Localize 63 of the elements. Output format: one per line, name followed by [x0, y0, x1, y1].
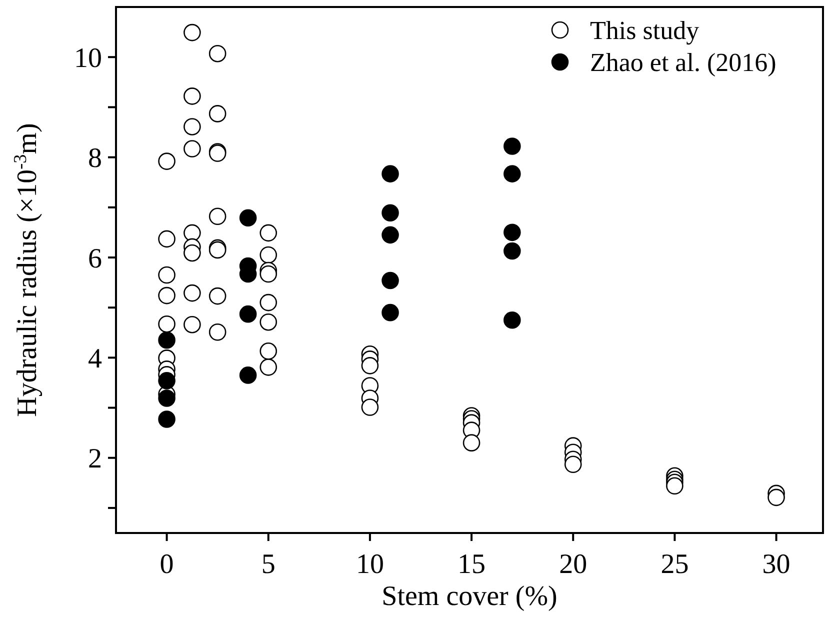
y-tick-label: 4 [88, 343, 102, 374]
point [184, 316, 201, 334]
point [382, 272, 399, 290]
point [158, 410, 176, 428]
point [260, 358, 278, 376]
point [239, 366, 257, 384]
point [184, 24, 201, 42]
x-tick-label: 0 [160, 549, 174, 580]
x-tick-label: 30 [762, 549, 790, 580]
point [208, 208, 226, 226]
point [260, 313, 278, 331]
point [158, 331, 176, 349]
y-tick-label: 10 [74, 42, 102, 74]
x-axis-title: Stem cover (%) [382, 581, 558, 612]
point [260, 342, 278, 360]
point [504, 165, 521, 182]
point [158, 390, 176, 407]
point [260, 294, 278, 312]
legend-label: Zhao et al. (2016) [590, 48, 776, 78]
point [382, 226, 399, 244]
point [158, 286, 176, 304]
point [208, 44, 226, 62]
point [462, 434, 480, 452]
x-tick-label: 25 [660, 549, 689, 580]
point [184, 284, 201, 302]
x-tick-label: 15 [458, 549, 486, 580]
y-tick-label: 2 [88, 444, 102, 475]
point [184, 244, 201, 262]
point [158, 372, 176, 390]
point [382, 204, 399, 222]
point [239, 209, 257, 227]
point [184, 140, 201, 158]
point [260, 224, 278, 242]
point [382, 165, 399, 182]
x-tick-label: 10 [356, 549, 384, 580]
x-tick-label: 20 [559, 549, 588, 580]
point [158, 152, 176, 170]
point [208, 287, 226, 305]
point [239, 305, 257, 323]
point [504, 138, 521, 155]
point [208, 105, 226, 122]
point [666, 477, 684, 495]
point [768, 488, 785, 506]
x-tick-label: 5 [261, 549, 276, 580]
point [260, 265, 278, 283]
legend-label: This study [590, 16, 700, 46]
point [382, 304, 399, 322]
point [260, 246, 278, 264]
point [564, 456, 582, 474]
point [158, 230, 176, 248]
point [184, 118, 201, 136]
y-tick-label: 8 [88, 143, 102, 174]
y-tick-label: 6 [88, 243, 102, 274]
point [504, 242, 521, 260]
point [504, 311, 521, 329]
point [208, 323, 226, 341]
point [504, 224, 521, 242]
point [158, 266, 176, 284]
point [361, 357, 379, 374]
point [158, 315, 176, 333]
point [361, 398, 379, 416]
point [184, 88, 201, 105]
point [184, 224, 201, 242]
